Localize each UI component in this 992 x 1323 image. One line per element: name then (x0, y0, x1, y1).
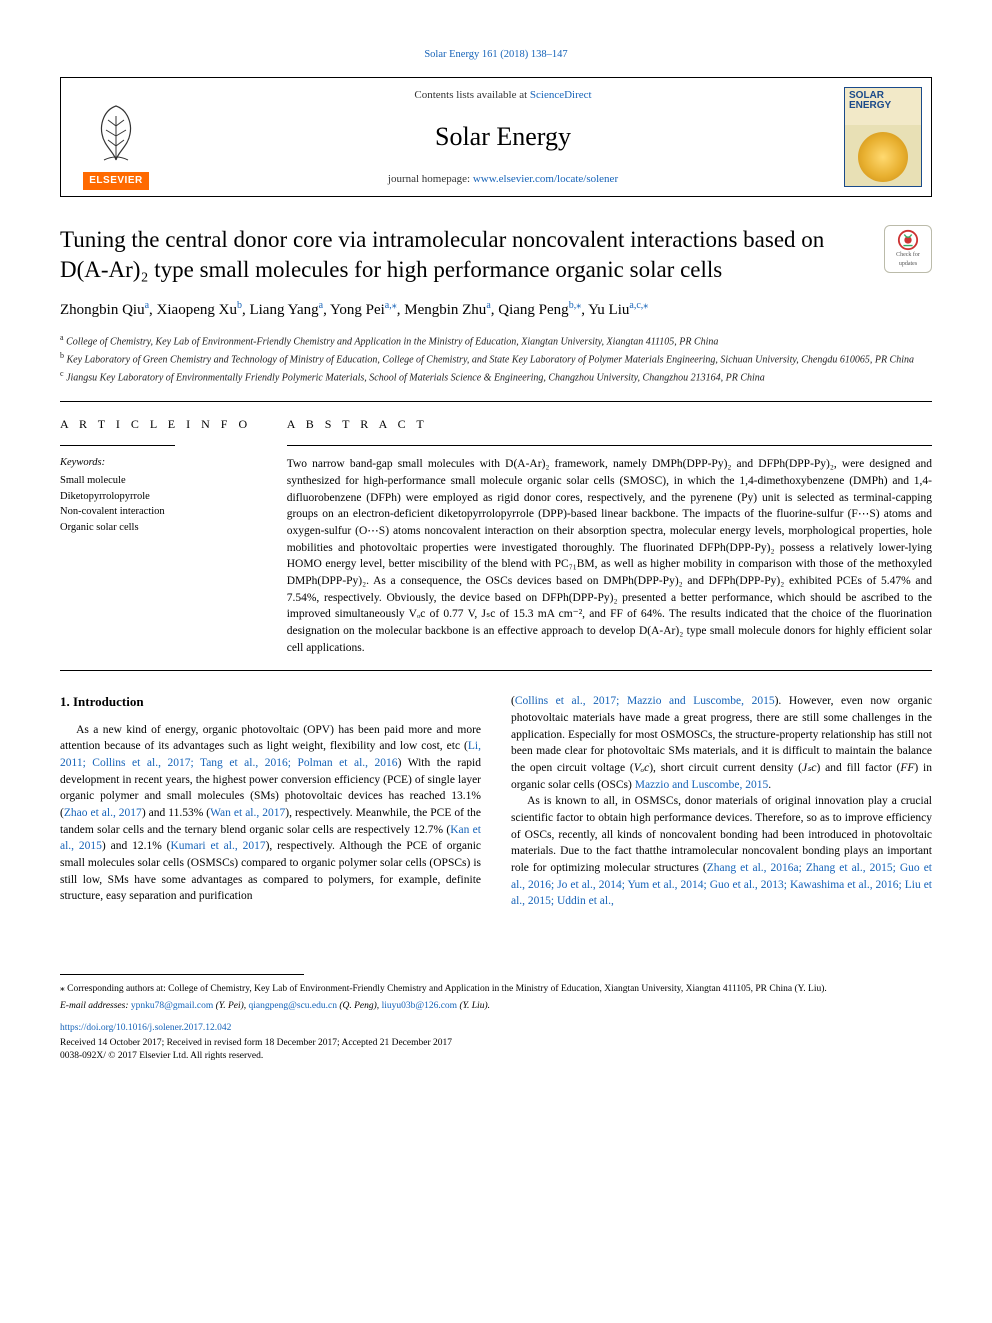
affiliation: b Key Laboratory of Green Chemistry and … (60, 350, 932, 368)
keywords-heading: Keywords: (60, 456, 269, 471)
intro-p1-right: (Collins et al., 2017; Mazzio and Luscom… (511, 693, 932, 793)
cite-link[interactable]: Zhao et al., 2017 (64, 807, 142, 819)
journal-title: Solar Energy (435, 119, 571, 155)
homepage-prefix: journal homepage: (388, 173, 473, 185)
author: Zhongbin Qiua, (60, 302, 157, 318)
contents-line: Contents lists available at ScienceDirec… (414, 88, 591, 103)
elsevier-tree-icon (86, 98, 146, 168)
cover-sun-icon (858, 132, 908, 182)
keyword: Small molecule (60, 473, 269, 489)
cite-link[interactable]: Kumari et al., 2017 (171, 840, 266, 852)
intro-heading: 1. Introduction (60, 693, 481, 711)
body-col-left: 1. Introduction As a new kind of energy,… (60, 693, 481, 910)
cover-box: SOLAR ENERGY (835, 78, 931, 196)
intro-p1-left: As a new kind of energy, organic photovo… (60, 722, 481, 905)
cover-word-2: ENERGY (849, 101, 917, 111)
affiliation: a College of Chemistry, Key Lab of Envir… (60, 332, 932, 350)
author: Qiang Pengb,⁎, (498, 302, 588, 318)
check-updates-line1: Check for (896, 251, 920, 259)
contents-prefix: Contents lists available at (414, 89, 529, 101)
author: Yong Peia,⁎, (330, 302, 404, 318)
journal-banner: ELSEVIER Contents lists available at Sci… (60, 77, 932, 197)
article-title: Tuning the central donor core via intram… (60, 225, 872, 285)
article-info-label: A R T I C L E I N F O (60, 416, 269, 433)
journal-cover-thumb: SOLAR ENERGY (844, 87, 922, 187)
received-line: Received 14 October 2017; Received in re… (60, 1037, 932, 1050)
cite-link[interactable]: Mazzio and Luscombe, 2015 (635, 779, 769, 791)
doi-link[interactable]: https://doi.org/10.1016/j.solener.2017.1… (60, 1022, 932, 1035)
body-col-right: (Collins et al., 2017; Mazzio and Luscom… (511, 693, 932, 910)
affiliations-block: a College of Chemistry, Key Lab of Envir… (60, 332, 932, 385)
article-info-col: A R T I C L E I N F O Keywords: Small mo… (60, 402, 287, 670)
intro-p2-right: As is known to all, in OSMSCs, donor mat… (511, 793, 932, 910)
footer-divider (60, 974, 304, 975)
cite-link[interactable]: Wan et al., 2017 (210, 807, 285, 819)
abstract-label: A B S T R A C T (287, 416, 932, 433)
email-link[interactable]: liuyu03b@126.com (382, 1001, 458, 1011)
affiliation: c Jiangsu Key Laboratory of Environmenta… (60, 368, 932, 386)
keywords-list: Small moleculeDiketopyrrolopyrroleNon-co… (60, 473, 269, 536)
author: Liang Yanga, (249, 302, 330, 318)
copyright-line: 0038-092X/ © 2017 Elsevier Ltd. All righ… (60, 1050, 932, 1063)
keyword: Diketopyrrolopyrrole (60, 489, 269, 505)
email-link[interactable]: qiangpeng@scu.edu.cn (249, 1001, 337, 1011)
publisher-logo-box: ELSEVIER (61, 78, 171, 196)
authors-line: Zhongbin Qiua, Xiaopeng Xub, Liang Yanga… (60, 298, 932, 322)
email-line: E-mail addresses: ypnku78@gmail.com (Y. … (60, 1000, 932, 1013)
email-link[interactable]: ypnku78@gmail.com (131, 1001, 213, 1011)
crossmark-icon (897, 229, 919, 251)
citation-header: Solar Energy 161 (2018) 138–147 (60, 48, 932, 63)
check-updates-badge[interactable]: Check for updates (884, 225, 932, 273)
corresponding-note: ⁎ Corresponding authors at: College of C… (60, 983, 932, 996)
abstract-text: Two narrow band-gap small molecules with… (287, 456, 932, 656)
cite-link[interactable]: Collins et al., 2017; Mazzio and Luscomb… (515, 695, 775, 707)
sciencedirect-link[interactable]: ScienceDirect (530, 89, 592, 101)
homepage-link[interactable]: www.elsevier.com/locate/solener (473, 173, 618, 185)
author: Yu Liua,c,⁎ (588, 302, 648, 318)
homepage-line: journal homepage: www.elsevier.com/locat… (388, 172, 618, 187)
check-updates-line2: updates (899, 260, 917, 268)
keyword: Non-covalent interaction (60, 504, 269, 520)
email-label: E-mail addresses: (60, 1001, 131, 1011)
keyword: Organic solar cells (60, 520, 269, 536)
author: Xiaopeng Xub, (157, 302, 250, 318)
abstract-col: A B S T R A C T Two narrow band-gap smal… (287, 402, 932, 670)
publisher-wordmark: ELSEVIER (83, 172, 148, 190)
author: Mengbin Zhua, (404, 302, 498, 318)
